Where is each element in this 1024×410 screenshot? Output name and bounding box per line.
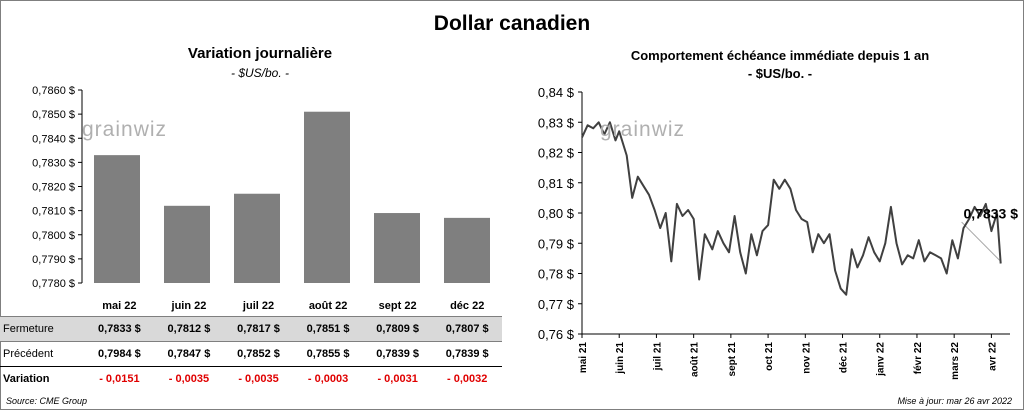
bar <box>444 217 490 283</box>
month-header: déc 22 <box>450 300 485 312</box>
x-tick-label: août 21 <box>690 342 701 377</box>
table-corner <box>0 296 85 317</box>
y-tick-label: 0,80 $ <box>538 206 575 221</box>
x-tick-label: nov 21 <box>801 342 812 374</box>
y-tick-label: 0,7800 $ <box>32 230 75 242</box>
y-tick-label: 0,79 $ <box>538 236 575 251</box>
x-tick-label: mars 22 <box>950 342 961 380</box>
y-tick-label: 0,84 $ <box>538 85 575 100</box>
y-tick-label: 0,76 $ <box>538 327 575 342</box>
table-cell: 0,7852 $ <box>223 341 294 367</box>
row-label: Variation <box>0 366 85 391</box>
y-tick-label: 0,7850 $ <box>32 109 75 121</box>
table-cell: 0,7839 $ <box>362 341 433 367</box>
line-chart: 0,76 $ 0,77 $ 0,78 $ 0,79 $ 0,80 $ 0,81 $ 0,82… <box>538 85 1019 380</box>
table-row-fermeture: Fermeture 0,7833 $ 0,7812 $ 0,7817 $ 0,7… <box>0 316 502 342</box>
table-cell: - 0,0035 <box>223 366 294 391</box>
table-cell: 0,7855 $ <box>293 341 363 367</box>
y-tick-label: 0,81 $ <box>538 176 575 191</box>
table-cell: - 0,0003 <box>293 366 363 391</box>
bar <box>234 193 280 283</box>
table-row-precedent: Précédent 0,7984 $ 0,7847 $ 0,7852 $ 0,7… <box>0 341 502 367</box>
table-header-row: mai 22 juin 22 juil 22 août 22 sept 22 d… <box>0 296 502 317</box>
bar <box>304 111 350 284</box>
y-tick-label: 0,7840 $ <box>32 133 75 145</box>
table-cell: - 0,0031 <box>362 366 433 391</box>
table-cell: 0,7984 $ <box>84 341 155 367</box>
table-cell: 0,7839 $ <box>432 341 502 367</box>
table-cell: 0,7833 $ <box>84 316 155 342</box>
month-header: août 22 <box>308 300 348 312</box>
x-tick-label: sept 21 <box>727 342 738 377</box>
table-cell: 0,7847 $ <box>154 341 224 367</box>
last-value-label: 0,7833 $ <box>964 205 1019 221</box>
y-tick-label: 0,77 $ <box>538 297 575 312</box>
y-tick-label: 0,83 $ <box>538 115 575 130</box>
bar-chart-subtitle: - $US/bo. - <box>230 66 290 80</box>
table-cell: 0,7851 $ <box>293 316 363 342</box>
month-header: sept 22 <box>378 300 417 312</box>
row-label: Fermeture <box>0 316 85 342</box>
month-header: mai 22 <box>102 300 137 312</box>
table-cell: - 0,0151 <box>84 366 155 391</box>
line-chart-title: Comportement échéance immédiate depuis 1… <box>630 48 930 63</box>
table-cell: 0,7817 $ <box>223 316 294 342</box>
y-tick-label: 0,7830 $ <box>32 157 75 169</box>
table-cell: 0,7812 $ <box>154 316 224 342</box>
y-tick-label: 0,82 $ <box>538 146 575 161</box>
bar <box>374 213 420 283</box>
table-cell: 0,7809 $ <box>362 316 433 342</box>
line-chart-subtitle: - $US/bo. - <box>747 66 813 81</box>
price-table: mai 22 juin 22 juil 22 août 22 sept 22 d… <box>0 296 502 391</box>
x-tick-label: juil 21 <box>652 342 663 372</box>
source-note: Source: CME Group <box>6 396 88 406</box>
table-cell: - 0,0032 <box>432 366 502 391</box>
x-tick-label: janv 22 <box>876 342 887 377</box>
trend-line <box>961 221 1002 262</box>
y-tick-label: 0,7780 $ <box>32 278 75 290</box>
bar-chart: 0,7780 $ 0,7790 $ 0,7800 $ 0,7810 $ 0,7820 $… <box>32 85 490 290</box>
bar <box>94 155 140 283</box>
y-tick-label: 0,7810 $ <box>32 206 75 218</box>
bar-chart-title: Variation journalière <box>187 45 333 62</box>
x-tick-label: avr 22 <box>987 342 998 371</box>
price-series-line <box>581 121 1002 296</box>
y-tick-label: 0,7860 $ <box>32 85 75 97</box>
x-tick-label: oct 21 <box>764 342 775 371</box>
x-tick-label: déc 21 <box>839 342 850 374</box>
x-tick-label: mai 21 <box>578 342 589 374</box>
x-tick-label: juin 21 <box>615 342 626 375</box>
update-note: Mise à jour: mar 26 avr 2022 <box>897 396 1012 406</box>
y-tick-label: 0,7790 $ <box>32 254 75 266</box>
watermark-logo-left: grainwiz <box>82 118 168 141</box>
page-title: Dollar canadien <box>433 12 591 35</box>
bar <box>164 205 210 283</box>
month-header: juin 22 <box>171 300 207 312</box>
y-tick-label: 0,78 $ <box>538 267 575 282</box>
table-cell: 0,7807 $ <box>432 316 502 342</box>
table-row-variation: Variation - 0,0151 - 0,0035 - 0,0035 - 0… <box>0 366 502 391</box>
x-tick-label: févr 22 <box>913 342 924 375</box>
watermark-logo-right: grainwiz <box>600 118 686 141</box>
month-header: juil 22 <box>242 300 275 312</box>
y-tick-label: 0,7820 $ <box>32 182 75 194</box>
row-label: Précédent <box>0 341 85 367</box>
table-cell: - 0,0035 <box>154 366 224 391</box>
